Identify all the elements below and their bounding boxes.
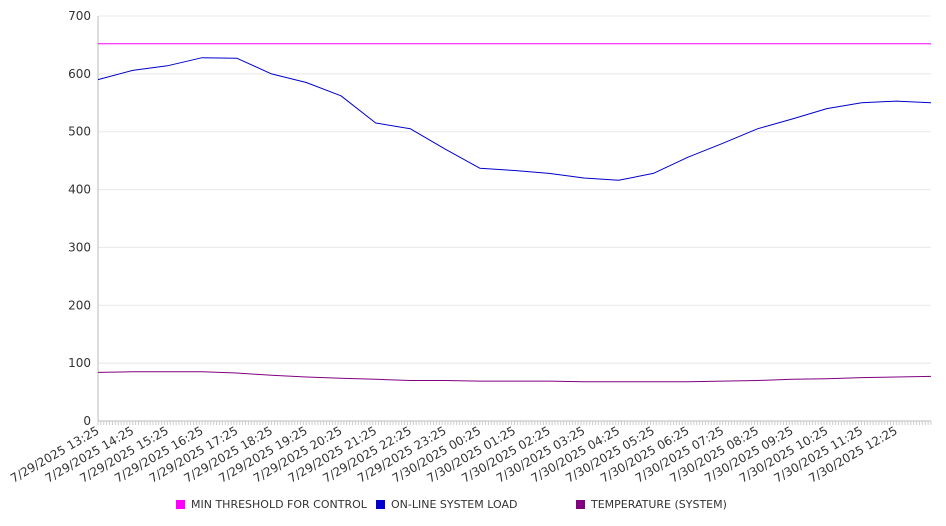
grid (98, 15, 931, 422)
legend-item-min-threshold[interactable]: MIN THRESHOLD FOR CONTROL (176, 498, 367, 511)
legend-item-temperature-system[interactable]: TEMPERATURE (SYSTEM) (576, 498, 727, 511)
y-tick-label-700: 700 (68, 9, 91, 23)
legend-swatch-min-threshold (176, 500, 185, 509)
y-tick-label-400: 400 (68, 183, 91, 197)
y-tick-label-0: 0 (83, 414, 91, 428)
series (97, 43, 932, 383)
legend-swatch-online-system-load (376, 500, 385, 509)
legend-swatch-temperature-system (576, 500, 585, 509)
y-tick-label-600: 600 (68, 67, 91, 81)
y-tick-labels: 0 100 200 300 400 500 600 700 (68, 9, 91, 428)
series-online-system-load (97, 57, 932, 181)
axes (97, 16, 932, 425)
y-tick-label-500: 500 (68, 125, 91, 139)
legend-label-temperature-system: TEMPERATURE (SYSTEM) (591, 498, 727, 511)
series-temperature-system (97, 371, 932, 383)
y-tick-label-300: 300 (68, 240, 91, 254)
y-tick-label-200: 200 (68, 298, 91, 312)
legend-item-online-system-load[interactable]: ON-LINE SYSTEM LOAD (376, 498, 517, 511)
y-tick-label-100: 100 (68, 356, 91, 370)
x-tick-labels: 7/29/2025 13:257/29/2025 14:257/29/2025 … (8, 423, 900, 485)
legend-label-min-threshold: MIN THRESHOLD FOR CONTROL (191, 498, 367, 511)
legend-label-online-system-load: ON-LINE SYSTEM LOAD (391, 498, 518, 511)
legend: MIN THRESHOLD FOR CONTROL ON-LINE SYSTEM… (0, 498, 946, 514)
